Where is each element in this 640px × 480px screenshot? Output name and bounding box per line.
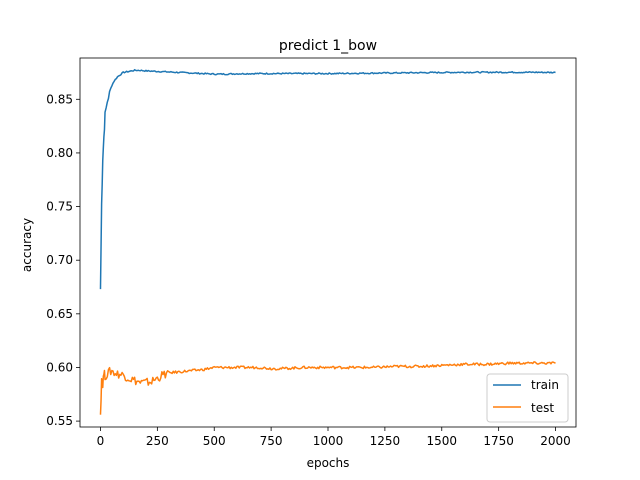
x-tick-label: 0 (97, 434, 105, 448)
y-tick-label: 0.80 (46, 146, 73, 160)
y-tick-label: 0.60 (46, 360, 73, 374)
y-tick-label: 0.65 (46, 307, 73, 321)
x-tick-label: 1750 (483, 434, 514, 448)
legend-box (486, 373, 569, 423)
x-tick-label: 1500 (426, 434, 457, 448)
series-line-test (99, 361, 556, 415)
legend: train test (486, 373, 569, 423)
series-line-train (99, 68, 556, 290)
plot-area (99, 68, 556, 415)
y-tick-label: 0.75 (46, 200, 73, 214)
x-axis-label: epochs (307, 456, 350, 470)
y-tick-label: 0.70 (46, 253, 73, 267)
y-tick-label: 0.85 (46, 92, 73, 106)
y-tick-label: 0.55 (46, 414, 73, 428)
x-tick-label: 1250 (370, 434, 401, 448)
chart-title: predict 1_bow (279, 38, 377, 54)
legend-label-test: test (531, 401, 554, 415)
x-tick-label: 750 (260, 434, 283, 448)
legend-label-train: train (531, 378, 559, 392)
x-tick-label: 250 (146, 434, 169, 448)
x-tick-label: 2000 (540, 434, 571, 448)
axes: 0 250 500 750 1000 1250 1500 1750 2000 0.55 0.60 0.… (46, 57, 577, 448)
y-axis-label: accuracy (20, 218, 34, 272)
x-tick-label: 1000 (313, 434, 344, 448)
x-tick-label: 500 (203, 434, 226, 448)
